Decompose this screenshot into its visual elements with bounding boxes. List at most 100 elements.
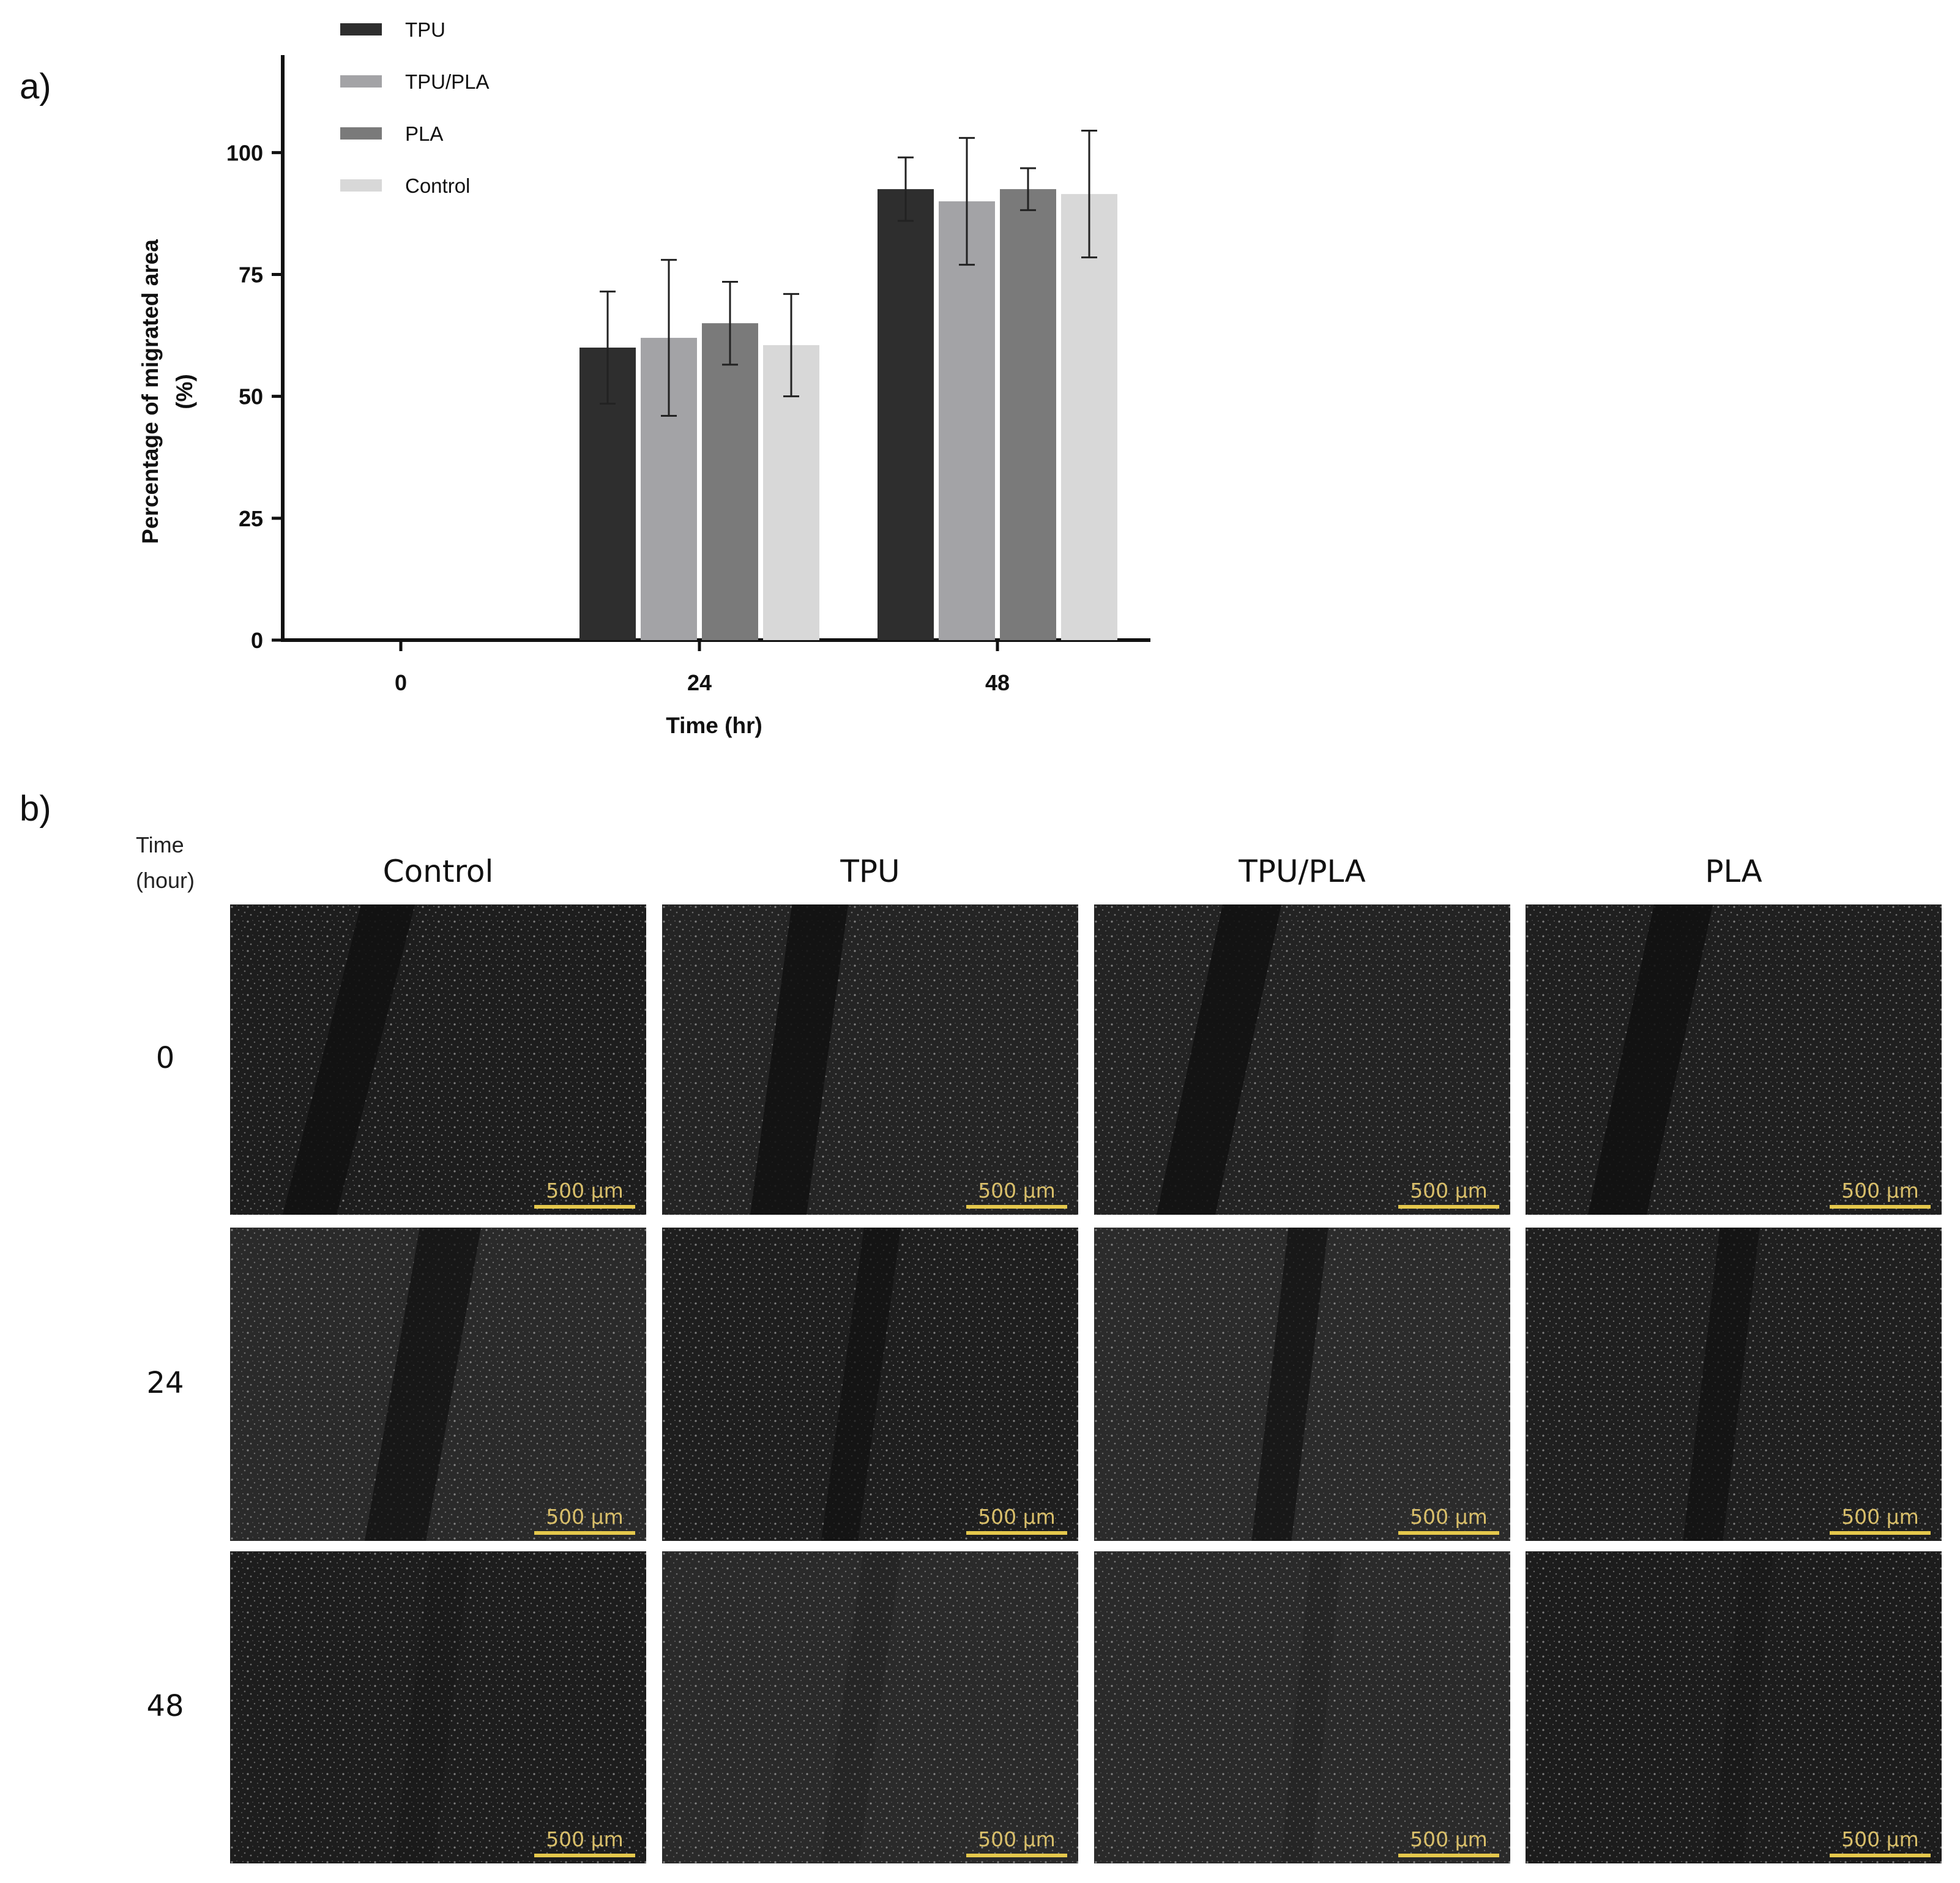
scale-bar: 500 µm: [966, 1505, 1067, 1535]
scale-bar-label: 500 µm: [978, 1179, 1056, 1203]
cell-texture: [230, 904, 646, 1215]
scale-bar: 500 µm: [1398, 1505, 1499, 1535]
legend-swatch-pla: [340, 127, 382, 140]
scratch-gap: [393, 1551, 471, 1863]
panel-a-label: a): [20, 67, 51, 106]
scratch-gap: [1588, 904, 1713, 1215]
row-header-24: 24: [146, 1366, 184, 1400]
column-header-control: Control: [382, 854, 494, 889]
scale-bar-label: 500 µm: [978, 1827, 1056, 1851]
scale-bar-label: 500 µm: [978, 1505, 1056, 1529]
legend-label-tpu: TPU: [405, 18, 445, 41]
cell-texture: [1094, 1228, 1510, 1541]
micrograph-control-48h: 500 µm: [230, 1551, 646, 1863]
scale-bar-line: [1830, 1531, 1931, 1535]
micrograph-tpu-24h: 500 µm: [662, 1228, 1078, 1541]
row-header-0: 0: [155, 1041, 175, 1075]
bar-chart: 0 25 50 75 100 0 24 48 TPU TPU/PLA PLA Control Pe…: [138, 18, 1150, 738]
cell-speckle: [662, 1551, 1078, 1863]
x-tick-label: 24: [687, 670, 712, 695]
cell-texture: [1094, 904, 1510, 1215]
micrograph-pla-24h: 500 µm: [1526, 1228, 1942, 1541]
scale-bar: 500 µm: [1398, 1179, 1499, 1209]
column-header-tpu: TPU: [840, 854, 900, 889]
scale-bar-label: 500 µm: [1410, 1505, 1488, 1529]
cell-texture: [1526, 1228, 1942, 1541]
micrograph-tpu-0h: 500 µm: [662, 904, 1078, 1215]
column-header-tpu-pla: TPU/PLA: [1239, 854, 1366, 889]
column-header-pla: PLA: [1705, 854, 1762, 889]
cell-speckle: [1094, 1551, 1510, 1863]
legend: TPU TPU/PLA PLA Control: [340, 18, 490, 197]
scale-bar-label: 500 µm: [1841, 1179, 1919, 1203]
y-tick-label: 50: [239, 384, 263, 409]
bar-tpu-48: [878, 189, 934, 640]
bar-pla-24: [702, 323, 758, 640]
scale-bar: 500 µm: [1830, 1179, 1931, 1209]
time-header: Time (hour): [136, 827, 195, 898]
cell-texture: [230, 1228, 646, 1541]
scale-bar-label: 500 µm: [546, 1827, 624, 1851]
scale-bar-label: 500 µm: [1410, 1827, 1488, 1851]
scale-bar-line: [534, 1531, 635, 1535]
micrograph-control-24h: 500 µm: [230, 1228, 646, 1541]
error-bars: [600, 129, 1097, 417]
scale-bar-line: [1398, 1531, 1499, 1535]
scratch-gap: [1251, 1228, 1328, 1541]
micrograph-pla-0h: 500 µm: [1526, 904, 1942, 1215]
scratch-gap: [1157, 904, 1281, 1215]
x-axis-label: Time (hr): [666, 713, 762, 738]
scale-bar: 500 µm: [534, 1505, 635, 1535]
scale-bar: 500 µm: [1830, 1505, 1931, 1535]
micrograph-tpu-pla-24h: 500 µm: [1094, 1228, 1510, 1541]
scale-bar-line: [1398, 1205, 1499, 1209]
legend-label-control: Control: [405, 174, 470, 197]
scale-bar-label: 500 µm: [546, 1505, 624, 1529]
scale-bar-line: [966, 1205, 1067, 1209]
time-header-line2: (hour): [136, 868, 195, 893]
scratch-gap: [1712, 1551, 1773, 1863]
scale-bar: 500 µm: [966, 1179, 1067, 1209]
x-tick-label: 0: [395, 670, 407, 695]
scale-bar-line: [1398, 1854, 1499, 1857]
legend-label-pla: PLA: [405, 122, 443, 145]
row-header-48: 48: [146, 1689, 184, 1723]
cell-speckle: [1526, 904, 1942, 1215]
scale-bar-line: [966, 1531, 1067, 1535]
x-tick-label: 48: [985, 670, 1010, 695]
cell-speckle: [230, 904, 646, 1215]
cell-speckle: [1526, 1551, 1942, 1863]
y-tick-label: 100: [226, 140, 263, 165]
scratch-gap: [821, 1228, 901, 1541]
cell-texture: [662, 904, 1078, 1215]
cell-texture: [662, 1551, 1078, 1863]
scale-bar-line: [966, 1854, 1067, 1857]
scale-bar-label: 500 µm: [1841, 1505, 1919, 1529]
scratch-gap: [283, 904, 415, 1215]
cell-speckle: [1094, 904, 1510, 1215]
panel-b-label: b): [20, 789, 51, 829]
y-tick-label: 0: [251, 628, 263, 653]
scratch-gap: [1281, 1551, 1342, 1863]
bar-pla-48: [1000, 189, 1056, 640]
micrograph-tpu-pla-48h: 500 µm: [1094, 1551, 1510, 1863]
bar-tpu-pla-48: [939, 201, 995, 640]
y-tick-label: 75: [239, 263, 263, 288]
scale-bar: 500 µm: [966, 1828, 1067, 1857]
legend-swatch-tpu: [340, 23, 382, 35]
scratch-gap: [1683, 1228, 1760, 1541]
cell-texture: [1094, 1551, 1510, 1863]
scale-bar: 500 µm: [1830, 1828, 1931, 1857]
bar-control-48: [1061, 194, 1117, 640]
cell-texture: [1526, 1551, 1942, 1863]
cell-texture: [230, 1551, 646, 1863]
y-tick-label: 25: [239, 506, 263, 531]
cell-speckle: [230, 1551, 646, 1863]
time-header-line1: Time: [136, 832, 184, 857]
y-axis-label: Percentage of migrated area: [138, 239, 163, 544]
scratch-gap: [821, 1551, 901, 1863]
cell-texture: [1526, 904, 1942, 1215]
cell-speckle: [662, 904, 1078, 1215]
legend-swatch-tpu-pla: [340, 75, 382, 88]
scale-bar: 500 µm: [1398, 1828, 1499, 1857]
